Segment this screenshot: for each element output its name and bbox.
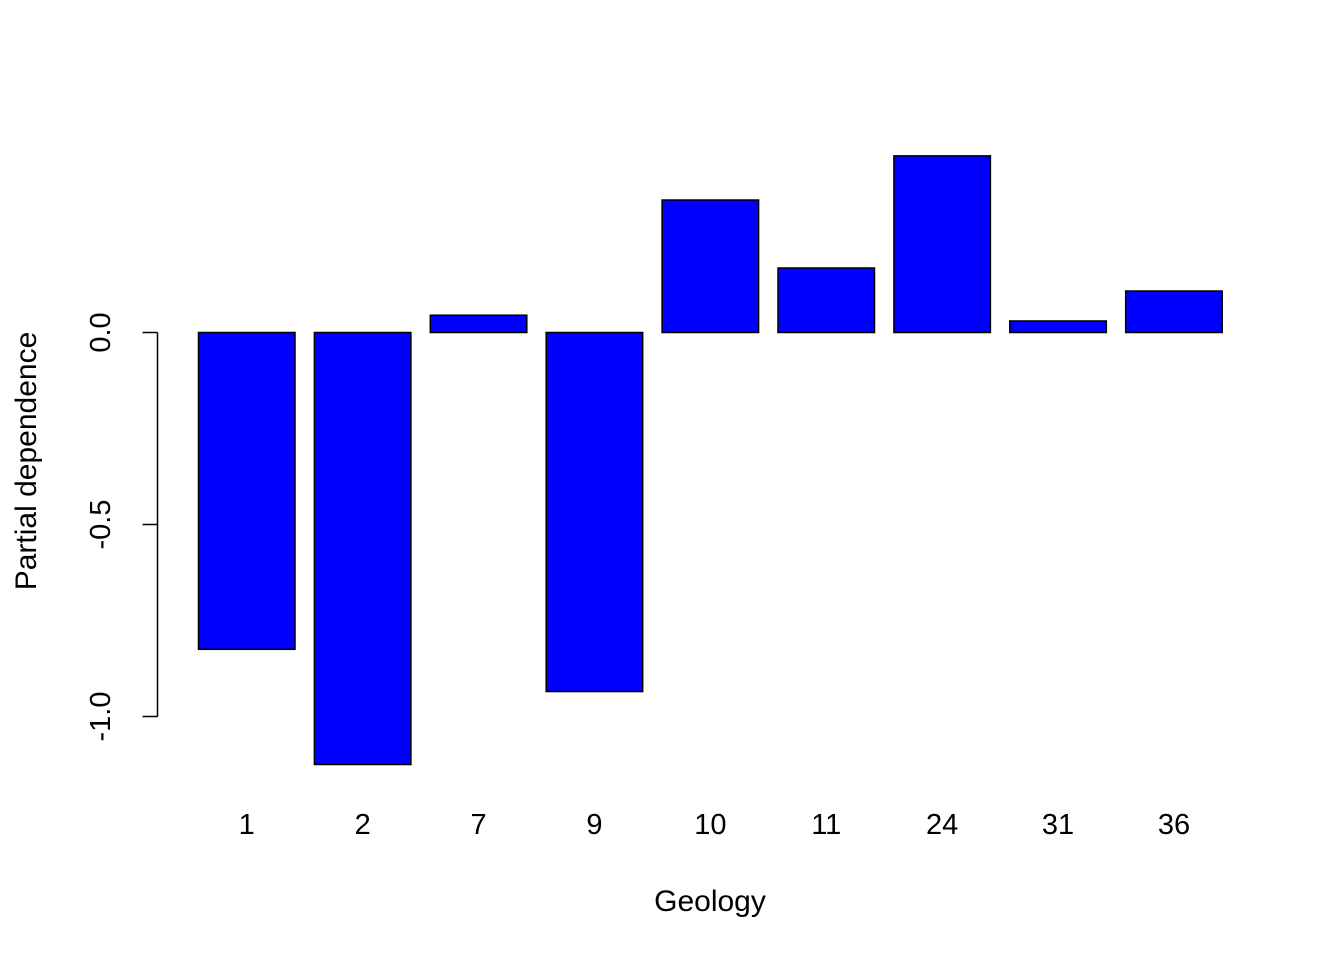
y-tick-label: -0.5 bbox=[85, 500, 117, 550]
bar-24 bbox=[893, 155, 992, 334]
y-axis: -1.0 -0.5 0.0 bbox=[85, 312, 159, 742]
x-tick-label-36: 36 bbox=[1158, 809, 1190, 841]
x-axis-title: Geology bbox=[654, 885, 766, 918]
x-tick-label-24: 24 bbox=[926, 809, 958, 841]
y-axis-title: Partial dependence bbox=[10, 332, 43, 591]
x-tick-label-10: 10 bbox=[694, 809, 726, 841]
y-tick-label: 0.0 bbox=[85, 312, 117, 352]
x-tick-label-9: 9 bbox=[586, 809, 602, 841]
bar-36 bbox=[1124, 290, 1223, 334]
bar-31 bbox=[1009, 320, 1108, 334]
bar-7 bbox=[429, 314, 528, 334]
bar-2 bbox=[313, 331, 412, 766]
x-tick-label-11: 11 bbox=[811, 809, 841, 841]
bar-1 bbox=[197, 331, 296, 651]
bar-11 bbox=[777, 267, 876, 334]
x-tick-label-7: 7 bbox=[470, 809, 486, 841]
bars-group bbox=[197, 155, 1223, 766]
x-tick-label-2: 2 bbox=[355, 809, 371, 841]
x-tick-label-31: 31 bbox=[1042, 809, 1074, 841]
bar-10 bbox=[661, 199, 760, 334]
y-tick-label: -1.0 bbox=[85, 692, 117, 742]
x-tick-labels: 1 2 7 9 10 11 24 31 36 bbox=[239, 809, 1190, 841]
bar-9 bbox=[545, 331, 644, 693]
x-tick-label-1: 1 bbox=[239, 809, 255, 841]
